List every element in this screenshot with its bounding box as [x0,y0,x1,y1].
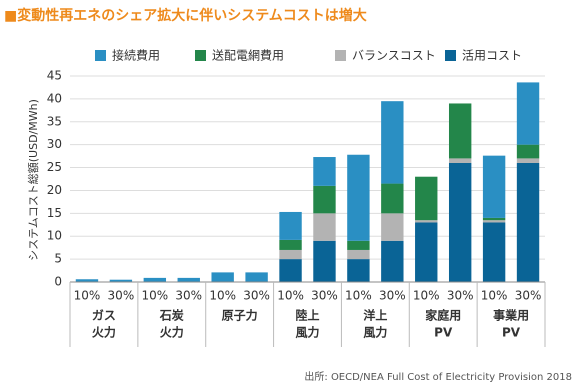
bar-segment [516,144,540,159]
y-tick-label: 30 [47,137,62,151]
x-tick-label: 10% [141,289,168,303]
group-label: 事業用 [493,308,529,323]
bar-segment [482,222,506,282]
y-tick-label: 40 [47,91,62,105]
bar-segment [516,82,540,145]
source: 出所: OECD/NEA Full Cost of Electricity Pr… [304,370,572,383]
y-tick-label: 35 [47,114,62,128]
bar-segment [313,213,336,241]
bar-segment [245,272,268,282]
legend-swatch [195,50,206,61]
bar-segment [516,162,540,282]
x-tick-label: 10% [74,289,101,303]
bar-segment [381,240,404,282]
bar-segment [448,162,472,282]
legend-label: 活用コスト [462,49,522,63]
bar-segment [381,183,404,214]
bar-segment [177,277,200,282]
bar-segment [347,240,370,250]
x-tick-label: 10% [277,289,304,303]
bar-segment [381,213,404,241]
bar-segment [279,259,302,282]
bar-segment [482,217,506,221]
x-tick-label: 30% [379,289,406,303]
bar-segment [516,158,540,163]
x-tick-label: 10% [209,289,236,303]
y-tick-label: 5 [54,252,62,266]
y-tick-label: 25 [47,160,62,174]
bar-segment [482,220,506,223]
bar-segment [415,222,438,282]
legend-label: 送配電網費用 [212,48,284,63]
y-tick-label: 15 [47,206,62,220]
group-label: 火力 [160,325,184,340]
group-label: 陸上 [295,308,319,323]
bar-segment [381,101,404,184]
bar-segment [482,155,506,218]
y-tick-label: 45 [47,69,62,83]
bar-segment [143,277,167,282]
bar-segment [415,176,438,221]
bar-segment [279,239,302,250]
y-tick-label: 0 [54,275,62,289]
y-axis-label: システムコスト総額(USD/MWh) [26,99,40,261]
legend-label: バランスコスト [352,49,436,63]
y-tick-label: 20 [47,183,62,197]
bar-segment [279,249,302,260]
group-label: 洋上 [363,308,387,323]
x-tick-label: 30% [311,289,338,303]
group-label: 家庭用 [425,308,461,323]
bar-segment [347,259,370,282]
x-tick-label: 30% [515,289,542,303]
x-tick-label: 10% [413,289,440,303]
x-tick-label: 30% [108,289,135,303]
legend-swatch [335,50,346,61]
chart-title: ■変動性再エネのシェア拡大に伴いシステムコストは増大 [4,7,367,24]
x-tick-label: 30% [175,289,202,303]
group-label: 原子力 [222,308,258,323]
group-label: ガス [92,308,116,323]
bar-segment [448,103,472,159]
group-label: 風力 [363,325,387,340]
y-tick-label: 10 [47,229,62,243]
x-tick-label: 30% [447,289,474,303]
bar-segment [109,279,133,282]
bar-segment [313,157,336,186]
x-tick-label: 10% [481,289,508,303]
x-tick-label: 10% [345,289,372,303]
bar-segment [415,220,438,223]
bar-segment [75,279,99,282]
bar-segment [313,185,336,214]
legend-swatch [95,50,106,61]
bar-segment [448,158,472,163]
group-label: 風力 [295,325,319,340]
bar-segment [313,240,336,282]
legend-label: 接続費用 [112,48,160,63]
legend-swatch [445,50,456,61]
group-label: 石炭 [159,308,184,323]
group-label: PV [434,326,453,340]
bar-segment [347,249,370,260]
x-tick-label: 30% [243,289,270,303]
group-label: PV [502,326,521,340]
bar-segment [347,154,370,241]
bar-segment [279,211,302,240]
bar-segment [211,272,234,282]
group-label: 火力 [92,325,116,340]
